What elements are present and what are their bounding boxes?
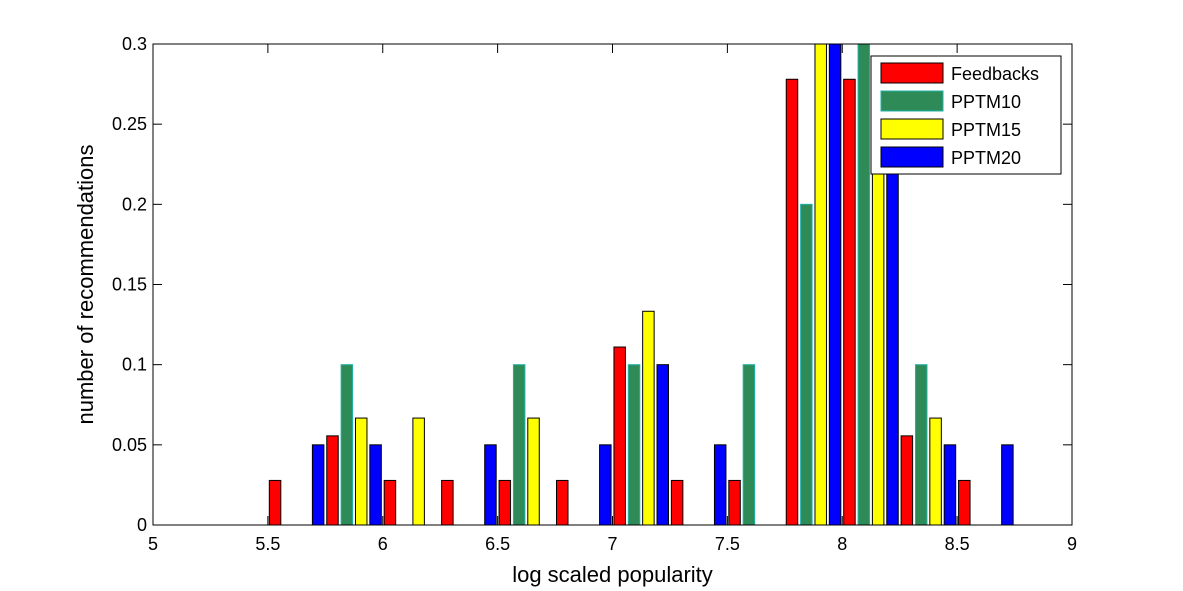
bar-pptm20-7 [599,444,612,526]
bar-pptm10-13 [914,364,928,526]
y-tick-label: 0.3 [122,34,147,54]
bar-feedbacks-14 [958,479,971,526]
bar-pptm15-4 [412,417,425,526]
y-tick-label: 0.15 [112,275,147,295]
bar-pptm10-3 [340,364,354,526]
bar-pptm20-2 [311,444,325,526]
x-tick-label: 5.5 [255,534,280,554]
legend-swatch-feedbacks [880,62,944,84]
bar-feedbacks-9 [670,479,684,526]
bar-pptm20-8 [656,364,670,526]
x-tick-label: 7.5 [715,534,740,554]
bar-pptm15-12 [871,150,885,526]
x-tick-label: 7 [607,534,617,554]
legend-swatch-pptm20 [880,146,944,168]
bar-pptm20-13 [943,444,957,526]
bar-pptm20-11 [828,43,842,526]
bar-feedbacks-3 [326,435,339,526]
bar-pptm10-12 [857,43,871,526]
bar-pptm20-12 [886,123,899,526]
bar-feedbacks-4 [383,479,397,526]
bar-pptm20-14 [1001,444,1014,526]
bar-pptm10-11 [800,203,813,526]
bar-pptm10-6 [512,364,526,526]
ticks-group: 5 5.5 6 6.5 7 7.5 8 8.5 9 0 0.05 0.1 0.15 0.2 0.25 0.3 [112,34,1077,554]
x-tick-label: 8 [837,534,847,554]
x-tick-label: 6 [378,534,388,554]
bar-feedbacks-2 [268,479,282,526]
legend: Feedbacks PPTM10 PPTM15 PPTM20 [870,55,1062,175]
bar-feedbacks-8 [613,346,626,526]
bar-feedbacks-11 [785,78,799,526]
x-tick-label: 9 [1067,534,1077,554]
bar-pptm15-6 [527,417,540,526]
x-tick-label: 8.5 [945,534,970,554]
bar-pptm15-8 [642,310,655,526]
x-tick-label: 5 [148,534,158,554]
legend-swatch-pptm10 [880,90,944,112]
bar-feedbacks-5 [441,479,454,526]
legend-swatch-pptm15 [880,118,944,140]
bar-feedbacks-10 [728,479,741,526]
y-tick-label: 0 [137,515,147,535]
bars-group [268,43,1014,526]
bar-pptm15-3 [354,417,368,526]
bar-feedbacks-12 [843,78,856,526]
bar-pptm20-9 [713,444,727,526]
bar-pptm15-11 [814,43,827,526]
bar-pptm20-3 [369,444,382,526]
x-tick-label: 6.5 [485,534,510,554]
y-tick-label: 0.2 [122,194,147,214]
bar-feedbacks-13 [900,435,914,526]
bar-pptm10-10 [742,364,756,526]
y-tick-label: 0.25 [112,114,147,134]
bar-feedbacks-7 [556,479,569,526]
x-axis-title: log scaled popularity [512,562,713,587]
y-tick-label: 0.1 [122,355,147,375]
bar-pptm15-13 [929,417,942,526]
legend-label-pptm15: PPTM15 [951,120,1021,140]
legend-label-feedbacks: Feedbacks [951,64,1039,84]
legend-label-pptm20: PPTM20 [951,148,1021,168]
bar-pptm20-5 [484,444,497,526]
legend-label-pptm10: PPTM10 [951,92,1021,112]
bar-pptm10-8 [627,364,641,526]
bar-feedbacks-6 [498,479,512,526]
y-axis-title: number of recommendations [73,144,98,424]
y-tick-label: 0.05 [112,435,147,455]
